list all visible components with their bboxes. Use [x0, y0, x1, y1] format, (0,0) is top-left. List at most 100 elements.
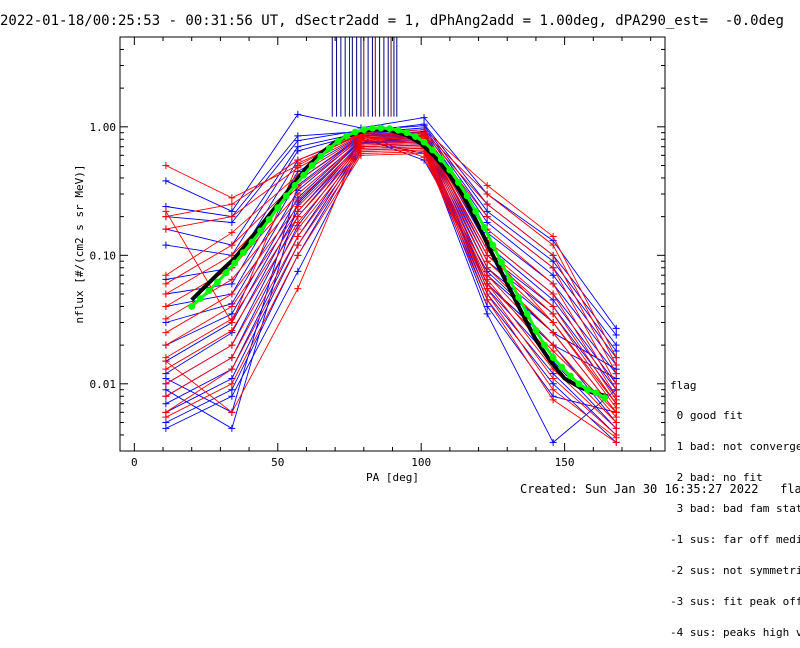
x-tick-label: 150 [555, 456, 575, 469]
data-point-marker [294, 147, 302, 155]
series-line-red [165, 134, 617, 413]
fit-point-green [429, 146, 437, 154]
data-point-marker [228, 319, 236, 327]
fit-point-green [549, 354, 557, 361]
data-point-marker [612, 331, 620, 339]
series-line-red [165, 133, 617, 374]
fit-point-green [205, 287, 213, 295]
data-point-marker [162, 329, 170, 337]
flag-legend-item: 2 bad: no fit [670, 471, 763, 485]
fit-point-green [222, 269, 230, 277]
data-point-marker [162, 207, 170, 215]
fit-point-green [300, 171, 307, 179]
data-point-marker [483, 257, 491, 265]
series-line-blue [165, 143, 617, 436]
data-point-marker [228, 392, 236, 400]
fit-point-green [325, 144, 333, 152]
data-point-marker [483, 219, 491, 227]
fit-point-green [291, 182, 299, 189]
data-point-marker [549, 233, 557, 241]
data-point-marker [162, 341, 170, 349]
series-line-blue [165, 139, 617, 430]
fit-point-green [515, 294, 523, 301]
data-point-marker [294, 196, 302, 204]
fit-point-green [386, 125, 394, 132]
data-point-marker [483, 280, 491, 288]
series-line-blue [165, 134, 617, 390]
data-point-marker [612, 424, 620, 432]
chart-area: 0 50 100 150 0.01 0.10 1.00 PA [deg] nflux [#/(c… [73, 36, 666, 484]
data-point-marker [294, 267, 302, 275]
flag-legend: flag 0 good fit 1 bad: not converge 2 ba… [670, 360, 800, 648]
data-point-marker [294, 285, 302, 293]
fit-point-green [403, 129, 411, 137]
data-point-marker [294, 190, 302, 198]
fit-point-green [480, 223, 488, 231]
data-point-marker [483, 296, 491, 304]
fit-curve-green [190, 126, 606, 400]
data-point-marker [549, 341, 557, 349]
fit-point-green [463, 192, 471, 200]
fit-point-green [584, 386, 591, 394]
fit-point-green [317, 152, 325, 160]
data-point-marker [162, 241, 170, 249]
series-line-blue [165, 141, 617, 429]
fit-curve-black [190, 127, 609, 399]
series-line-red [165, 151, 617, 439]
data-point-marker [228, 241, 236, 249]
created-timestamp: Created: Sun Jan 30 16:35:27 2022 [520, 482, 759, 496]
fit-point-green [231, 259, 239, 267]
data-point-marker [162, 386, 170, 394]
data-point-marker [294, 137, 302, 145]
data-point-marker [483, 181, 491, 189]
data-point-marker [357, 151, 365, 159]
data-point-marker [483, 264, 491, 272]
fit-point-green [369, 124, 376, 132]
series-line-blue [165, 138, 617, 413]
fit-point-green [601, 394, 609, 402]
data-point-marker [294, 225, 302, 233]
data-point-marker [549, 438, 557, 446]
x-axis-label: PA [deg] [366, 471, 419, 484]
data-point-marker [162, 424, 170, 432]
flag-legend-item: 3 bad: bad fam stat [670, 502, 800, 516]
data-point-marker [228, 219, 236, 227]
data-point-marker [162, 400, 170, 408]
data-point-marker [228, 365, 236, 373]
series-line-blue [165, 133, 617, 385]
data-point-marker [549, 251, 557, 259]
series-line-blue [165, 137, 617, 404]
x-tick-label: 100 [411, 456, 431, 469]
fit-point-green [351, 128, 359, 136]
series-line-red [165, 153, 617, 443]
data-point-marker [612, 386, 620, 394]
data-point-marker [228, 251, 236, 259]
fit-point-green [412, 133, 419, 140]
data-point-marker [228, 213, 236, 221]
vertical-lines-group [331, 37, 398, 117]
x-tick-label: 50 [271, 456, 284, 469]
data-point-marker [612, 324, 620, 332]
fit-point-green [282, 192, 290, 200]
fit-point-green [274, 204, 282, 212]
flag-legend-item: 1 bad: not converge [670, 440, 800, 454]
fit-point-green [455, 178, 462, 186]
fit-point-green [506, 276, 514, 284]
fit-point-green [575, 380, 583, 388]
series-line-red [165, 149, 617, 436]
series-group [162, 110, 620, 446]
flag-legend-item: -2 sus: not symmetric [670, 563, 800, 577]
fit-point-green [214, 278, 221, 286]
fit-point-green [592, 389, 600, 397]
fit-point-green [257, 227, 264, 235]
data-point-marker [612, 354, 620, 362]
data-point-marker [228, 326, 236, 334]
data-point-marker [162, 315, 170, 323]
data-point-marker [549, 310, 557, 318]
data-point-marker [294, 213, 302, 221]
data-point-marker [228, 229, 236, 237]
series-line-red [165, 134, 617, 385]
data-point-marker [612, 347, 620, 355]
data-point-marker [612, 438, 620, 446]
data-point-marker [420, 153, 428, 161]
